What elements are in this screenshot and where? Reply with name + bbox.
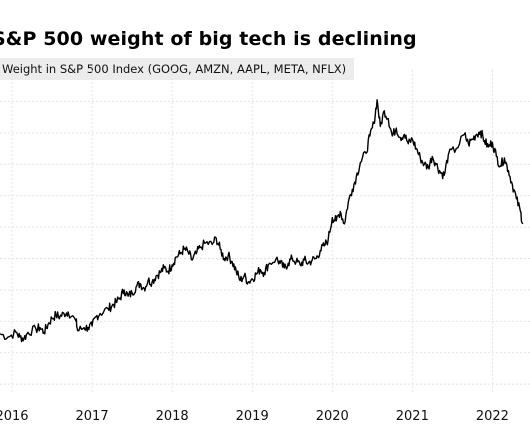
x-tick-label: 2017 bbox=[76, 409, 109, 424]
series-line bbox=[0, 99, 524, 343]
vertical-gridlines bbox=[11, 70, 493, 392]
horizontal-gridlines bbox=[0, 100, 530, 385]
x-tick-label: 2018 bbox=[156, 409, 189, 424]
x-tick-label: 2019 bbox=[236, 409, 269, 424]
x-tick-label: 2022 bbox=[476, 409, 509, 424]
x-tick-label: 2020 bbox=[316, 409, 349, 424]
x-tick-label: 2016 bbox=[0, 409, 29, 424]
chart-title: S&P 500 weight of big tech is declining bbox=[0, 28, 417, 50]
legend-label: Weight in S&P 500 Index (GOOG, AMZN, AAP… bbox=[0, 58, 355, 80]
x-tick-labels: 2016 2017 2018 2019 2020 2021 2022 bbox=[0, 409, 509, 424]
series-group bbox=[0, 99, 524, 343]
x-tick-label: 2021 bbox=[396, 409, 429, 424]
